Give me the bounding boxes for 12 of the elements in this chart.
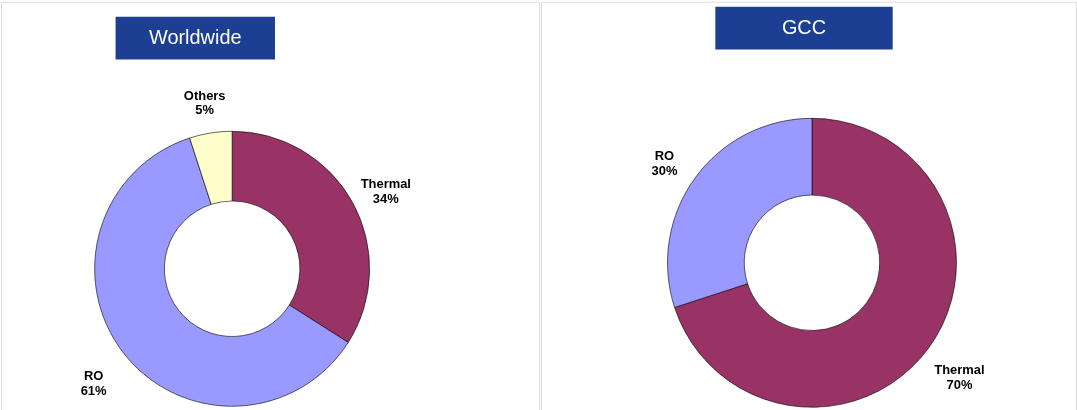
data-label: 30% bbox=[651, 162, 678, 178]
data-label: 61% bbox=[80, 383, 108, 399]
slice-label: RO bbox=[654, 147, 675, 163]
data-label: 70% bbox=[946, 376, 973, 392]
slice-label: Others bbox=[183, 87, 226, 103]
slice-label: RO bbox=[83, 368, 104, 384]
chart-title: Worldwide bbox=[148, 26, 242, 49]
data-label: 5% bbox=[195, 102, 215, 118]
data-label: 34% bbox=[372, 191, 400, 207]
chart-title: GCC bbox=[781, 16, 827, 39]
slice-label: Thermal bbox=[360, 176, 411, 192]
slice-label: Thermal bbox=[934, 361, 985, 377]
